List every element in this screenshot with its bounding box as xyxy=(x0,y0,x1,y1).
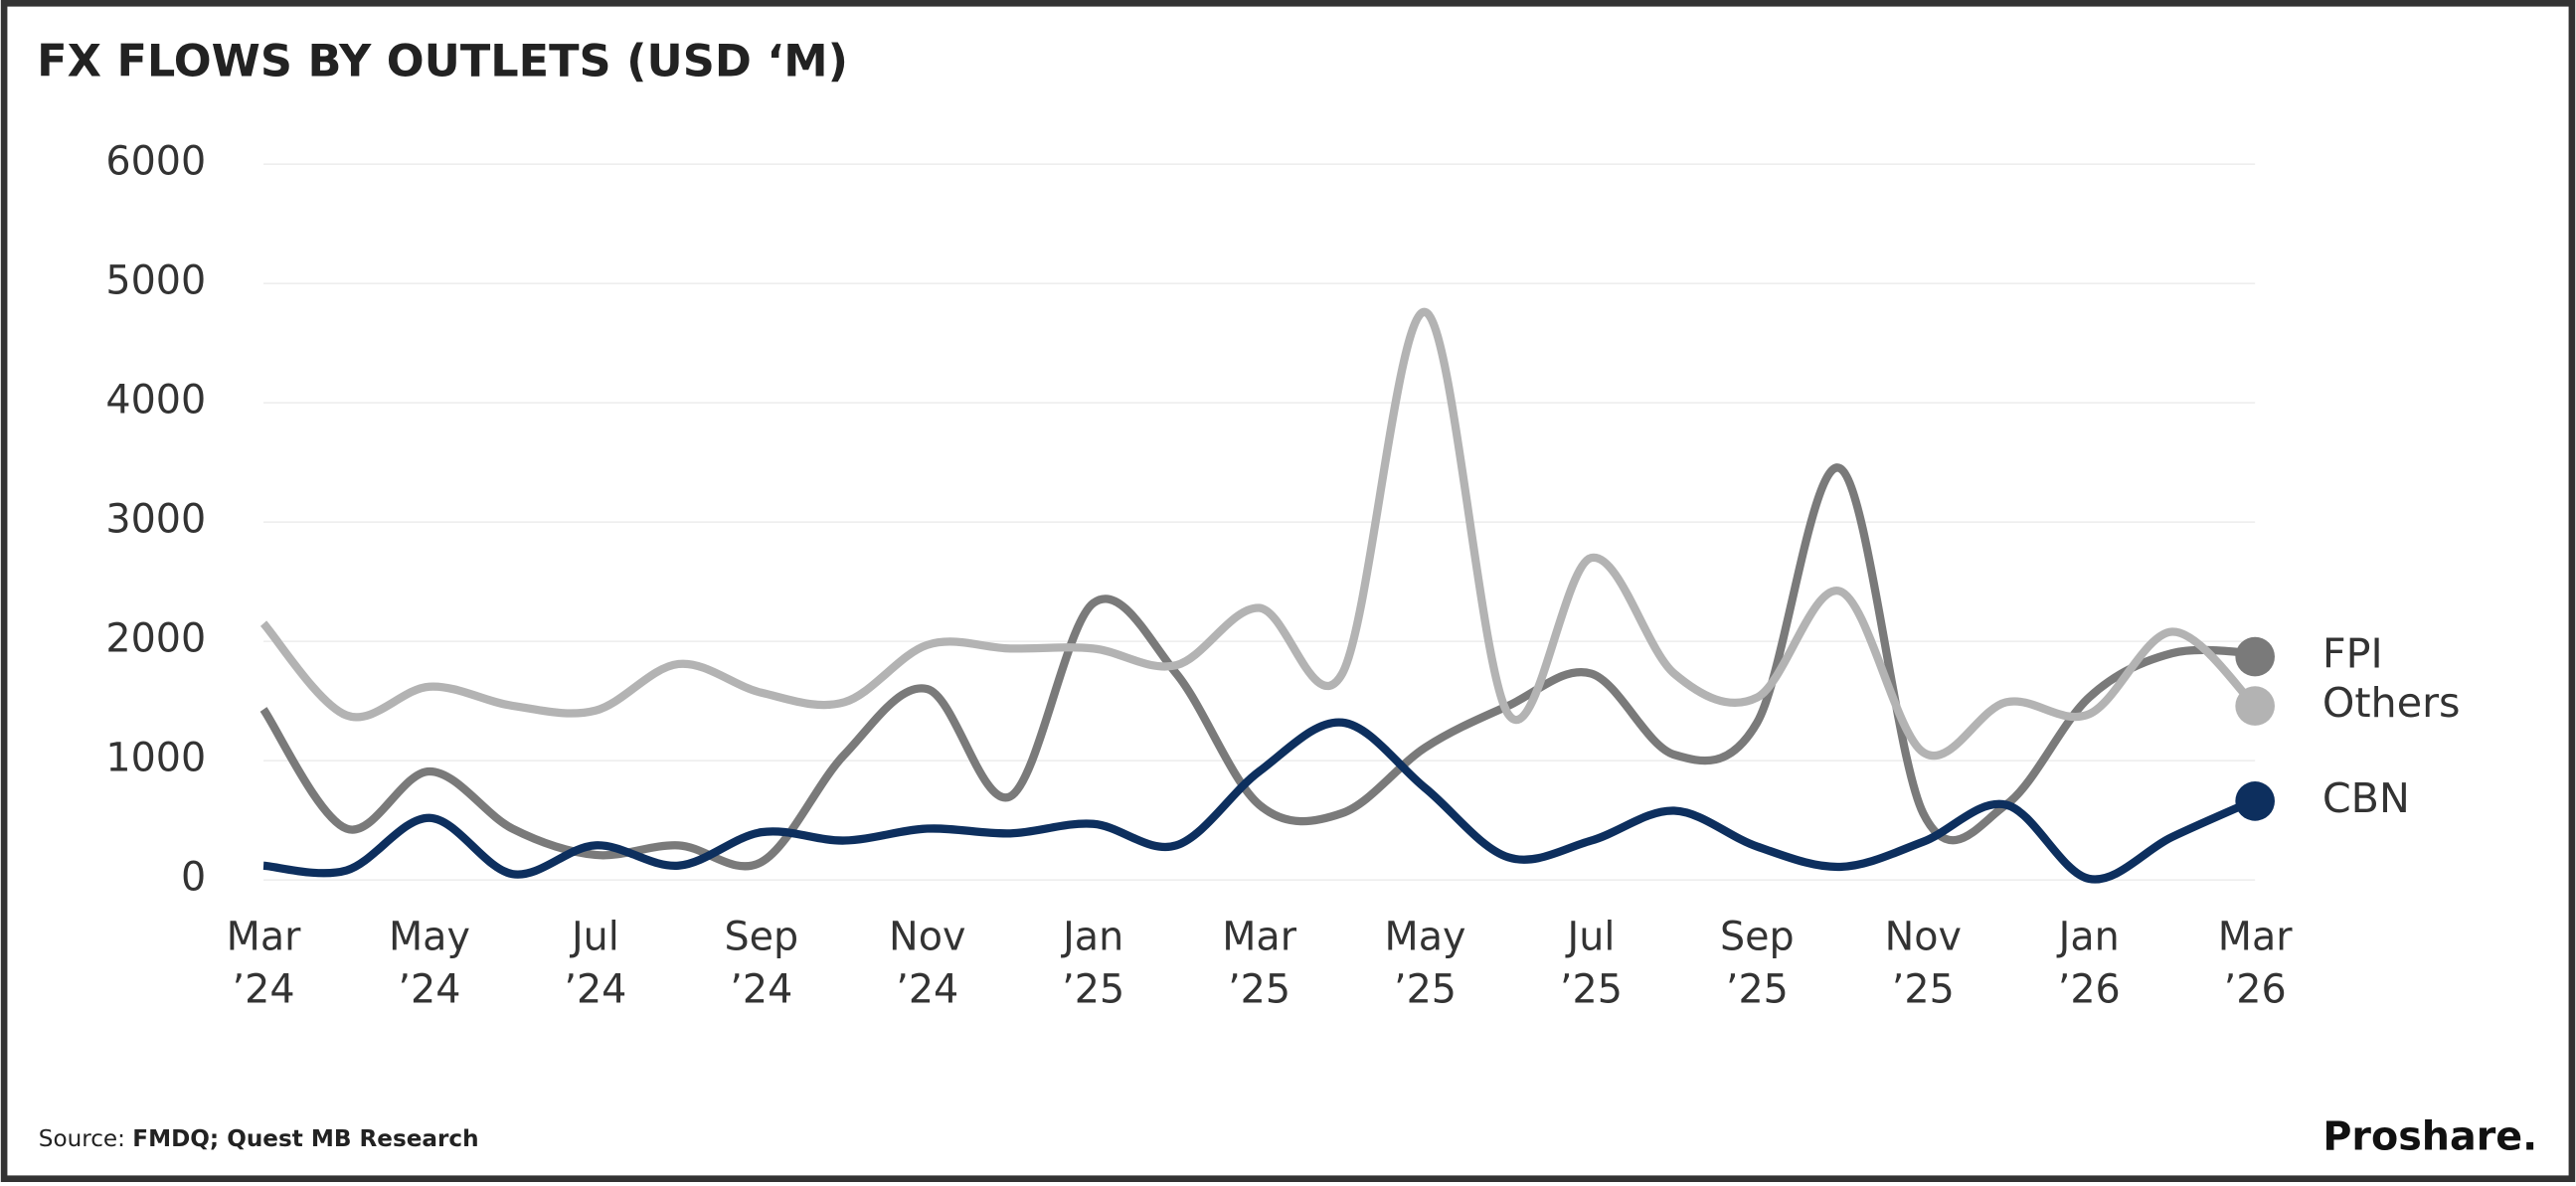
x-tick-label: Mar ’26 xyxy=(2218,914,2293,1012)
y-tick-label: 0 xyxy=(181,855,206,901)
x-tick-label-line: ’24 xyxy=(564,966,626,1012)
x-tick-label-line: Jul xyxy=(569,914,619,959)
x-tick-label-line: May xyxy=(1385,914,1466,959)
x-tick-label: Sep ’25 xyxy=(1720,914,1795,1012)
x-tick-label: Jan ’25 xyxy=(1060,914,1124,1012)
x-tick-label-line: ’24 xyxy=(896,966,958,1012)
source: Source: FMDQ; Quest MB Research xyxy=(39,1126,479,1152)
x-tick-label-line: Sep xyxy=(724,914,798,959)
y-tick-label: 4000 xyxy=(105,378,206,424)
x-tick-label-line: Mar xyxy=(2218,914,2293,959)
series-line xyxy=(259,307,2259,761)
x-tick-label-line: ’25 xyxy=(1560,966,1623,1012)
x-tick-label: Nov ’24 xyxy=(889,914,965,1012)
y-tick-label: 3000 xyxy=(105,497,206,543)
x-tick-label-line: ’24 xyxy=(730,966,792,1012)
x-tick-label-line: ’25 xyxy=(1062,966,1124,1012)
x-tick-label-line: May xyxy=(389,914,470,959)
x-tick-label: Nov ’25 xyxy=(1885,914,1962,1012)
brand: Proshare. xyxy=(2322,1114,2537,1160)
legend-label: CBN xyxy=(2322,774,2410,822)
source-label: Source: xyxy=(39,1126,125,1152)
x-tick-label-line: ’25 xyxy=(1726,966,1789,1012)
x-tick-label: May ’25 xyxy=(1385,914,1466,1012)
series-line xyxy=(262,718,2257,884)
x-tick-label-line: Nov xyxy=(889,914,965,959)
chart-title: FX FLOWS BY OUTLETS (USD ‘M) xyxy=(37,35,848,86)
x-tick-label-line: Mar xyxy=(227,914,301,959)
x-tick-label: Sep ’24 xyxy=(724,914,798,1012)
y-tick-label: 1000 xyxy=(105,736,206,781)
x-tick-label-line: ’24 xyxy=(398,966,460,1012)
x-tick-label-line: ’25 xyxy=(1892,966,1955,1012)
x-tick-label-line: ’25 xyxy=(1394,966,1457,1012)
x-tick-label-line: ’24 xyxy=(233,966,295,1012)
legend-marker xyxy=(2235,636,2275,677)
x-tick-label: Mar ’25 xyxy=(1222,914,1296,1012)
x-tick-label: Jan ’26 xyxy=(2056,914,2121,1012)
legend-label: FPI xyxy=(2322,630,2383,678)
x-tick-label-line: Jan xyxy=(1060,914,1123,959)
y-tick-label: 2000 xyxy=(105,616,206,662)
source-text: FMDQ; Quest MB Research xyxy=(132,1126,478,1152)
x-tick-label-line: Sep xyxy=(1720,914,1795,959)
series-line xyxy=(259,463,2256,871)
x-tick-label-line: Mar xyxy=(1222,914,1296,959)
y-tick-label: 6000 xyxy=(105,139,206,185)
legend-marker xyxy=(2235,781,2275,821)
x-tick-label: Jul ’25 xyxy=(1560,914,1623,1012)
x-tick-label: Jul ’24 xyxy=(564,914,626,1012)
x-tick-label-line: Jul xyxy=(1565,914,1616,959)
x-tick-label-line: ’25 xyxy=(1228,966,1290,1012)
legend-marker xyxy=(2235,686,2275,726)
legend-label: Others xyxy=(2322,679,2461,727)
x-tick-label: May ’24 xyxy=(389,914,470,1012)
x-tick-label-line: Nov xyxy=(1885,914,1962,959)
x-tick-label-line: ’26 xyxy=(2058,966,2121,1012)
y-tick-label: 5000 xyxy=(105,258,206,304)
x-tick-label-line: Jan xyxy=(2056,914,2120,959)
x-tick-label-line: ’26 xyxy=(2224,966,2287,1012)
x-tick-label: Mar ’24 xyxy=(227,914,301,1012)
